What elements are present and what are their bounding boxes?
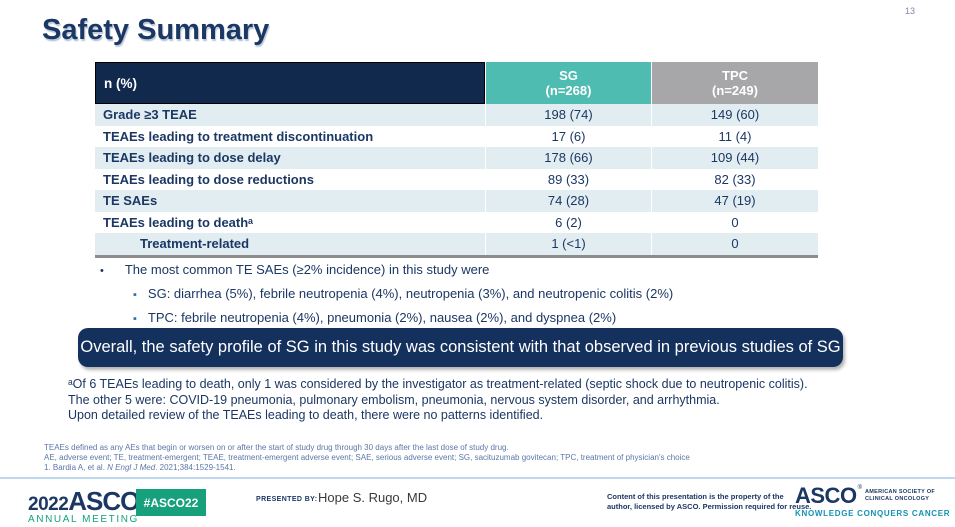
- copyright-notice: Content of this presentation is the prop…: [607, 492, 811, 511]
- sg-value: 198 (74): [485, 104, 651, 126]
- main-bullet: • The most common TE SAEs (≥2% incidence…: [100, 262, 489, 277]
- society-name-line-2: CLINICAL ONCOLOGY: [864, 495, 930, 502]
- square-bullet-icon: ▪: [133, 289, 137, 301]
- meeting-name: ANNUAL MEETING: [28, 514, 139, 525]
- fine-print-reference: 1. Bardia A, et al. N Engl J Med. 2021;3…: [44, 463, 690, 473]
- conclusion-banner: Overall, the safety profile of SG in thi…: [78, 328, 843, 367]
- row-label: Treatment-related: [140, 236, 250, 252]
- presenter-name: Hope S. Rugo, MD: [318, 490, 428, 505]
- fine-print-abbreviations: AE, adverse event; TE, treatment-emergen…: [44, 453, 690, 462]
- sg-value: 17 (6): [485, 125, 651, 147]
- asco-meeting-logo: 2022 ASCO ® ANNUAL MEETING: [28, 486, 145, 525]
- tpc-value: 11 (4): [651, 125, 818, 147]
- reference-suffix: . 2021;384:1529-1541.: [155, 463, 236, 472]
- tpc-column-n: (n=249): [712, 83, 758, 98]
- asco-society-logo: ASCO ® AMERICAN SOCIETY OF CLINICAL ONCO…: [795, 485, 951, 519]
- fine-print-block: TEAEs defined as any AEs that begin or w…: [44, 443, 690, 473]
- safety-table: n (%) SG (n=268) TPC (n=249) Grade ≥3 TE…: [95, 62, 818, 258]
- table-body: Grade ≥3 TEAE 198 (74) 149 (60) TEAEs leadi…: [95, 104, 818, 258]
- main-bullet-text: The most common TE SAEs (≥2% incidence) …: [124, 262, 490, 277]
- sub-bullet-text: SG: diarrhea (5%), febrile neutropenia (…: [147, 286, 674, 301]
- society-org: ASCO: [795, 483, 857, 508]
- table-header-tpc: TPC (n=249): [651, 62, 818, 104]
- sg-value: 178 (66): [485, 147, 651, 169]
- reference-journal: N Engl J Med: [107, 463, 156, 472]
- society-tagline: KNOWLEDGE CONQUERS CANCER: [795, 509, 951, 518]
- table-row: Treatment-related 1 (<1) 0: [95, 233, 818, 255]
- tpc-value: 0: [651, 233, 818, 255]
- tpc-value: 47 (19): [651, 190, 818, 212]
- row-label: TEAEs leading to deathᵃ: [103, 214, 254, 230]
- square-bullet-icon: ▪: [133, 313, 137, 325]
- sub-bullet-list: ▪ SG: diarrhea (5%), febrile neutropenia …: [133, 286, 673, 334]
- sub-bullet-item: ▪ SG: diarrhea (5%), febrile neutropenia …: [133, 286, 673, 301]
- sg-column-n: (n=268): [545, 83, 592, 98]
- page-title: Safety Summary: [42, 14, 270, 46]
- table-row: Grade ≥3 TEAE 198 (74) 149 (60): [95, 104, 818, 126]
- reference-prefix: 1. Bardia A, et al.: [44, 463, 108, 472]
- table-row: TEAEs leading to deathᵃ 6 (2) 0: [95, 211, 818, 233]
- fine-print-definition: TEAEs defined as any AEs that begin or w…: [44, 443, 509, 452]
- table-header-sg: SG (n=268): [485, 62, 651, 104]
- sg-value: 6 (2): [485, 211, 651, 233]
- tpc-value: 149 (60): [651, 104, 818, 126]
- sg-value: 1 (<1): [485, 233, 651, 255]
- round-bullet-icon: •: [100, 265, 104, 277]
- asco-society-logo-top: ASCO ® AMERICAN SOCIETY OF CLINICAL ONCO…: [795, 485, 950, 507]
- footnote-block: ᵃOf 6 TEAEs leading to death, only 1 was…: [68, 377, 808, 424]
- tpc-value: 82 (33): [651, 168, 818, 190]
- footnote-line: ᵃOf 6 TEAEs leading to death, only 1 was…: [68, 377, 808, 391]
- row-label: TEAEs leading to dose delay: [103, 150, 281, 166]
- presented-by-label: PRESENTED BY:: [256, 496, 318, 503]
- page-number: 13: [904, 6, 915, 16]
- row-label: TE SAEs: [103, 193, 158, 209]
- table-row: TE SAEs 74 (28) 47 (19): [95, 190, 818, 212]
- table-row: TEAEs leading to dose delay 178 (66) 109 (…: [95, 147, 818, 169]
- asco-meeting-logo-top: 2022 ASCO ®: [28, 486, 145, 517]
- copyright-line-2: author, licensed by ASCO. Permission req…: [607, 501, 812, 511]
- table-row: TEAEs leading to treatment discontinuati…: [95, 125, 818, 147]
- row-label: Grade ≥3 TEAE: [103, 107, 197, 123]
- sg-value: 89 (33): [485, 168, 651, 190]
- tpc-value: 0: [651, 211, 818, 233]
- row-label: TEAEs leading to dose reductions: [103, 171, 314, 187]
- copyright-line-1: Content of this presentation is the prop…: [607, 492, 784, 501]
- row-label: TEAEs leading to treatment discontinuati…: [103, 128, 374, 144]
- table-row: TEAEs leading to dose reductions 89 (33) 8…: [95, 168, 818, 190]
- meeting-year: 2022: [28, 494, 69, 515]
- sub-bullet-item: ▪ TPC: febrile neutropenia (4%), pneumoni…: [133, 310, 673, 325]
- footnote-line: Upon detailed review of the TEAEs leadin…: [68, 408, 544, 422]
- tpc-column-name: TPC: [722, 68, 748, 83]
- conclusion-banner-text: Overall, the safety profile of SG in thi…: [80, 338, 841, 356]
- hashtag-badge: #ASCO22: [136, 489, 206, 516]
- footnote-line: The other 5 were: COVID-19 pneumonia, pu…: [68, 392, 720, 407]
- sg-value: 74 (28): [485, 190, 651, 212]
- table-header-row: n (%) SG (n=268) TPC (n=249): [95, 62, 818, 104]
- footer-bar: 2022 ASCO ® ANNUAL MEETING #ASCO22 PRESE…: [0, 477, 955, 527]
- table-header-label: n (%): [95, 62, 485, 104]
- registered-mark-icon: ®: [857, 485, 862, 491]
- society-name: AMERICAN SOCIETY OF CLINICAL ONCOLOGY: [865, 489, 935, 502]
- meeting-org: ASCO: [68, 486, 140, 516]
- society-name-line-1: AMERICAN SOCIETY OF: [864, 489, 936, 495]
- sg-column-name: SG: [559, 68, 578, 83]
- tpc-value: 109 (44): [651, 147, 818, 169]
- sub-bullet-text: TPC: febrile neutropenia (4%), pneumonia…: [147, 310, 617, 325]
